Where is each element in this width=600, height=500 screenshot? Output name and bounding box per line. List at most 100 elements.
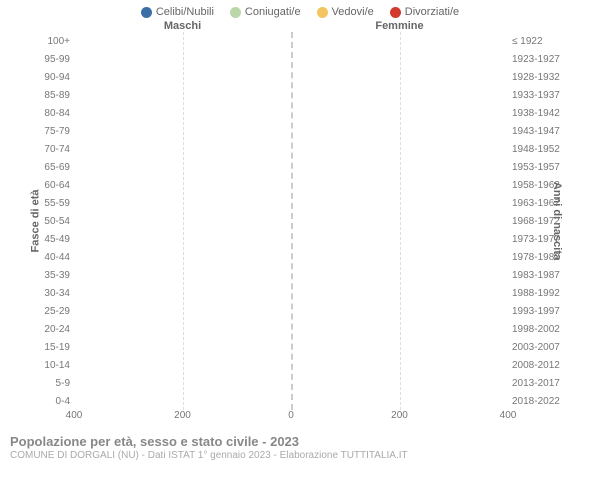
legend-item: Vedovi/e [317,6,374,18]
age-row: 70-741948-1952 [40,140,560,158]
male-side [74,392,291,410]
birth-label: 2003-2007 [508,342,560,353]
age-label: 90-94 [40,72,74,83]
female-side [291,374,508,392]
female-side [291,104,508,122]
age-row: 35-39 1983-1987 [40,266,560,284]
age-row: 40-44 1978-1982 [40,248,560,266]
male-side [74,86,291,104]
male-side [74,338,291,356]
age-row: 5-92013-2017 [40,374,560,392]
age-label: 100+ [40,36,74,47]
age-label: 65-69 [40,162,74,173]
age-row: 55-59 1963-1967 [40,194,560,212]
age-row: 15-192003-2007 [40,338,560,356]
male-side [74,302,291,320]
birth-label: 1978-1982 [508,252,560,263]
female-side [291,248,508,266]
age-row: 100+ ≤ 1922 [40,32,560,50]
chart-footer: Popolazione per età, sesso e stato civil… [0,426,600,461]
birth-label: 1963-1967 [508,198,560,209]
chart-title: Popolazione per età, sesso e stato civil… [10,434,590,449]
age-row: 65-691953-1957 [40,158,560,176]
legend-swatch [390,7,401,18]
age-row: 10-142008-2012 [40,356,560,374]
age-row: 25-291993-1997 [40,302,560,320]
female-side [291,266,508,284]
age-label: 40-44 [40,252,74,263]
legend-label: Coniugati/e [245,6,301,18]
birth-label: 1983-1987 [508,270,560,281]
age-label: 30-34 [40,288,74,299]
x-tick: 0 [288,410,294,421]
age-row: 75-791943-1947 [40,122,560,140]
male-side [74,50,291,68]
legend-swatch [141,7,152,18]
female-side [291,230,508,248]
female-side [291,320,508,338]
age-row: 45-491973-1977 [40,230,560,248]
male-side [74,122,291,140]
age-label: 20-24 [40,324,74,335]
x-tick: 400 [500,410,517,421]
birth-label: ≤ 1922 [508,36,560,47]
birth-label: 1928-1932 [508,72,560,83]
female-side [291,68,508,86]
male-side [74,212,291,230]
female-side [291,140,508,158]
female-side [291,302,508,320]
female-side [291,338,508,356]
birth-label: 1958-1962 [508,180,560,191]
age-label: 45-49 [40,234,74,245]
birth-label: 1943-1947 [508,126,560,137]
birth-label: 1923-1927 [508,54,560,65]
legend-label: Celibi/Nubili [156,6,214,18]
male-side [74,284,291,302]
age-label: 70-74 [40,144,74,155]
female-side [291,356,508,374]
legend: Celibi/Nubili Coniugati/e Vedovi/e Divorzia… [0,0,600,20]
female-side [291,284,508,302]
age-label: 85-89 [40,90,74,101]
age-label: 50-54 [40,216,74,227]
age-row: 90-94 1928-1932 [40,68,560,86]
age-row: 60-641958-1962 [40,176,560,194]
birth-label: 2013-2017 [508,378,560,389]
female-side [291,122,508,140]
female-side [291,392,508,410]
birth-label: 1993-1997 [508,306,560,317]
age-row: 20-24 1998-2002 [40,320,560,338]
male-side [74,248,291,266]
male-side [74,320,291,338]
legend-swatch [317,7,328,18]
age-label: 35-39 [40,270,74,281]
age-label: 55-59 [40,198,74,209]
birth-label: 1968-1972 [508,216,560,227]
pyramid-chart: Fasce di età Anni di nascita 100+≤ 19229… [0,32,600,410]
male-side [74,32,291,50]
male-side [74,194,291,212]
birth-label: 1998-2002 [508,324,560,335]
female-side [291,158,508,176]
female-side [291,50,508,68]
age-label: 10-14 [40,360,74,371]
male-side [74,104,291,122]
x-tick: 200 [174,410,191,421]
age-row: 0-42018-2022 [40,392,560,410]
female-side [291,194,508,212]
female-side [291,86,508,104]
male-side [74,356,291,374]
male-header: Maschi [74,20,291,32]
age-row: 30-341988-1992 [40,284,560,302]
age-label: 95-99 [40,54,74,65]
male-side [74,230,291,248]
birth-label: 1933-1937 [508,90,560,101]
x-tick: 400 [66,410,83,421]
age-row: 85-89 1933-1937 [40,86,560,104]
chart-rows: 100+ ≤ 1922 95-99 1923-1927 90-94 1928-1932 85… [40,32,560,410]
male-side [74,158,291,176]
age-label: 80-84 [40,108,74,119]
male-side [74,140,291,158]
legend-item: Divorziati/e [390,6,459,18]
legend-item: Celibi/Nubili [141,6,214,18]
